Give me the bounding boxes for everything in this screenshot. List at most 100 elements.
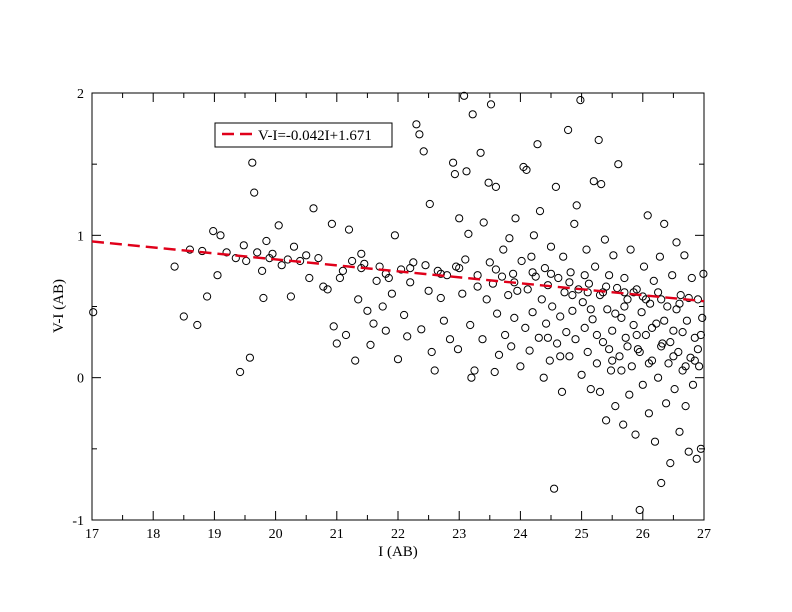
scatter-point bbox=[468, 110, 477, 119]
scatter-point bbox=[540, 264, 550, 273]
scatter-point bbox=[675, 427, 684, 436]
scatter-point bbox=[589, 177, 598, 186]
scatter-point bbox=[650, 437, 660, 446]
scatter-point bbox=[245, 353, 254, 362]
scatter-point bbox=[239, 241, 248, 250]
scatter-point bbox=[639, 262, 649, 271]
x-tick-label: 19 bbox=[207, 527, 221, 542]
scatter-point bbox=[439, 316, 448, 325]
scatter-point bbox=[327, 219, 336, 228]
scatter-point bbox=[445, 335, 455, 344]
scatter-point bbox=[216, 231, 225, 240]
scatter-point bbox=[381, 326, 390, 335]
scatter-point bbox=[553, 339, 562, 348]
scatter-point bbox=[557, 387, 567, 396]
scatter-point bbox=[449, 158, 458, 167]
x-tick-label: 27 bbox=[697, 527, 711, 542]
scatter-point bbox=[89, 308, 98, 317]
scatter-point bbox=[277, 261, 286, 270]
scatter-point bbox=[535, 207, 545, 216]
scatter-point bbox=[419, 147, 428, 156]
scatter-point bbox=[620, 273, 629, 283]
scatter-point bbox=[258, 266, 267, 275]
scatter-point bbox=[696, 444, 706, 453]
scatter-point bbox=[332, 339, 341, 348]
scatter-point bbox=[528, 268, 537, 277]
scatter-point bbox=[663, 302, 672, 311]
scatter-point bbox=[170, 262, 179, 271]
scatter-point bbox=[458, 289, 467, 298]
scatter-point bbox=[203, 292, 212, 301]
scatter-point bbox=[559, 252, 568, 261]
scatter-point bbox=[497, 272, 507, 281]
scatter-point bbox=[654, 373, 663, 382]
scatter-point bbox=[505, 234, 514, 243]
scatter-point bbox=[499, 245, 508, 254]
scatter-point bbox=[594, 135, 603, 145]
scatter-point bbox=[554, 273, 563, 283]
scatter-point bbox=[198, 246, 207, 256]
scatter-point bbox=[548, 302, 557, 311]
scatter-point bbox=[562, 328, 571, 337]
scatter-point bbox=[357, 249, 366, 258]
scatter-point bbox=[676, 291, 685, 300]
scatter-point bbox=[427, 347, 436, 357]
scatter-point bbox=[684, 293, 693, 303]
scatter-point bbox=[614, 160, 623, 169]
x-tick-label: 17 bbox=[85, 527, 99, 542]
scatter-point bbox=[605, 345, 614, 354]
scatter-point bbox=[412, 120, 421, 129]
scatter-point bbox=[649, 276, 658, 285]
scatter-point bbox=[647, 323, 657, 332]
scatter-point bbox=[571, 335, 580, 344]
scatter-point bbox=[513, 286, 522, 295]
scatter-point bbox=[209, 227, 218, 236]
scatter-point bbox=[517, 256, 526, 266]
scatter-point bbox=[289, 242, 299, 251]
scatter-point bbox=[631, 430, 640, 439]
axis-ticks bbox=[91, 92, 705, 521]
scatter-point bbox=[660, 219, 669, 228]
scatter-point bbox=[635, 347, 644, 357]
scatter-point bbox=[490, 367, 499, 377]
scatter-point bbox=[341, 330, 351, 340]
scatter-point bbox=[484, 178, 493, 187]
x-tick-label: 23 bbox=[452, 527, 466, 542]
scatter-point bbox=[686, 353, 695, 362]
scatter-point bbox=[678, 366, 687, 375]
scatter-point bbox=[576, 96, 585, 105]
scatter-point bbox=[644, 409, 654, 418]
scatter-point bbox=[641, 330, 651, 340]
scatter-point bbox=[222, 248, 231, 257]
scatter-point bbox=[632, 330, 641, 340]
scatter-point bbox=[696, 330, 706, 340]
x-tick-label: 20 bbox=[269, 527, 283, 542]
scatter-point bbox=[302, 251, 311, 260]
scatter-point bbox=[565, 278, 574, 287]
scatter-point bbox=[586, 385, 595, 394]
scatter-point bbox=[450, 170, 459, 179]
scatter-point bbox=[478, 335, 487, 344]
scatter-point bbox=[583, 347, 592, 357]
scatter-point bbox=[539, 373, 548, 382]
scatter-point bbox=[623, 342, 632, 351]
scatter-point bbox=[424, 286, 433, 295]
scatter-point bbox=[274, 221, 283, 230]
scatter-point bbox=[528, 308, 537, 317]
scatter-point bbox=[584, 279, 594, 288]
scatter-point bbox=[611, 309, 620, 318]
scatter-point bbox=[461, 255, 470, 264]
scatter-point bbox=[338, 266, 347, 275]
scatter-point bbox=[623, 295, 632, 304]
scatter-point bbox=[436, 293, 445, 303]
scatter-point bbox=[533, 140, 542, 149]
scatter-point bbox=[464, 229, 473, 238]
scatter-point bbox=[657, 342, 666, 351]
scatter-point bbox=[625, 390, 634, 399]
scatter-point bbox=[460, 91, 469, 100]
scatter-point bbox=[638, 380, 647, 389]
scatter-point bbox=[595, 387, 605, 396]
scatter-point bbox=[556, 352, 565, 361]
scatter-point bbox=[393, 355, 403, 364]
scatter-point bbox=[598, 338, 608, 347]
